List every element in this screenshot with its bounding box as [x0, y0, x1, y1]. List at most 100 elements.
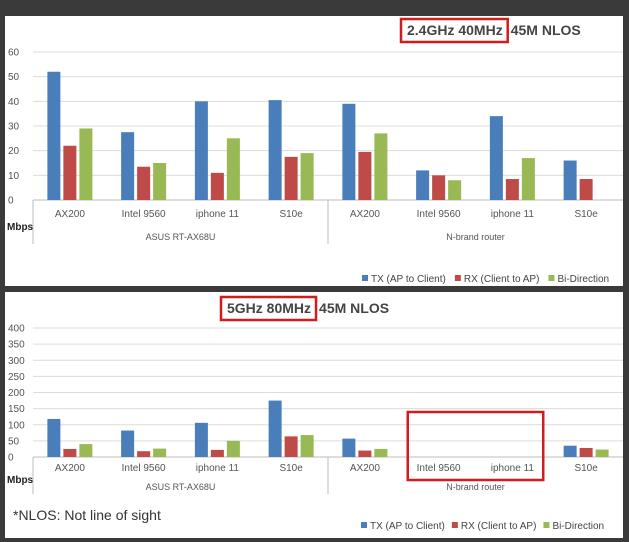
category-label: S10e: [574, 209, 598, 220]
bar-rx: [63, 448, 77, 457]
bar-rx: [358, 450, 372, 457]
category-label: S10e: [574, 463, 598, 474]
bar-bidi: [521, 158, 535, 200]
bar-tx: [563, 160, 577, 200]
chart-panel-5ghz: 5GHz 80MHz 45M NLOS 0 50 100 150 200 250 300 350 4…: [5, 292, 623, 538]
bar-rx: [505, 179, 519, 200]
category-label: AX200: [55, 463, 85, 474]
bar-bidi: [595, 449, 609, 457]
footnote: *NLOS: Not line of sight: [13, 507, 161, 523]
bar-rx: [579, 447, 593, 457]
bar-rx: [210, 172, 224, 200]
bar-rx: [579, 179, 593, 200]
legend-label-rx: RX (Client to AP): [461, 521, 537, 532]
category-label: iphone 11: [491, 209, 535, 220]
bar-bidi: [448, 180, 462, 200]
y-tick-label: 60: [8, 48, 20, 59]
bar-tx: [47, 71, 61, 200]
bar-tx: [268, 100, 282, 200]
bar-tx: [121, 430, 135, 457]
y-tick-label: 300: [8, 356, 25, 367]
bar-bidi: [79, 444, 93, 457]
category-label: AX200: [55, 209, 85, 220]
bar-bidi: [374, 133, 388, 200]
bar-tx: [416, 170, 430, 200]
bar-bidi: [79, 128, 93, 200]
category-label: Intel 9560: [417, 463, 461, 474]
legend-label-rx: RX (Client to AP): [464, 274, 540, 285]
bar-rx: [284, 156, 298, 200]
y-tick-label: 30: [8, 122, 20, 133]
category-label: Intel 9560: [417, 209, 461, 220]
y-tick-label: 0: [8, 453, 14, 464]
bar-tx: [121, 132, 135, 200]
bar-rx: [63, 145, 77, 200]
category-label: S10e: [279, 463, 303, 474]
y-tick-label: 100: [8, 420, 25, 431]
title-highlight-box: [399, 17, 509, 44]
category-label: Intel 9560: [122, 463, 166, 474]
y-tick-label: 50: [8, 72, 20, 83]
bar-tx: [47, 418, 61, 457]
group-label: ASUS RT-AX68U: [146, 482, 216, 492]
chart-title-highlight: 5GHz 80MHz: [227, 300, 311, 316]
bar-bidi: [226, 440, 240, 457]
legend-label-bidi: Bi-Direction: [557, 274, 609, 285]
legend-swatch-bidi: [543, 522, 550, 528]
bar-tx: [342, 438, 356, 457]
chart-title-highlight: 2.4GHz 40MHz: [407, 22, 503, 38]
bar-bidi: [300, 153, 314, 200]
y-tick-label: 0: [8, 196, 14, 207]
bar-tx: [489, 116, 503, 200]
legend-label-tx: TX (AP to Client): [371, 274, 446, 285]
category-label: S10e: [279, 209, 303, 220]
bar-rx: [210, 449, 224, 457]
bar-tx: [563, 445, 577, 457]
chart-title-rest: 45M NLOS: [511, 22, 581, 38]
no-data-highlight-box: [406, 410, 545, 482]
y-tick-label: 40: [8, 97, 20, 108]
legend-swatch-tx: [361, 522, 367, 528]
legend-label-tx: TX (AP to Client): [370, 521, 445, 532]
bar-bidi: [300, 435, 314, 457]
legend-swatch-tx: [362, 275, 368, 281]
y-tick-label: 250: [8, 372, 25, 383]
chart-title-rest: 45M NLOS: [319, 300, 389, 316]
y-tick-label: 200: [8, 388, 25, 399]
y-tick-label: 150: [8, 404, 25, 415]
bar-tx: [342, 103, 356, 200]
category-label: iphone 11: [196, 463, 240, 474]
bar-bidi: [374, 448, 388, 457]
bar-tx: [194, 101, 208, 200]
bar-rx: [432, 175, 446, 200]
legend-swatch-rx: [454, 275, 461, 281]
bar-rx: [284, 436, 298, 457]
y-tick-label: 50: [8, 436, 20, 447]
group-label: N-brand router: [446, 482, 505, 492]
title-highlight-box: [219, 295, 318, 322]
y-tick-label: 10: [8, 171, 20, 182]
y-axis-label: Mbps: [7, 475, 34, 486]
group-label: N-brand router: [446, 232, 505, 242]
y-axis-label: Mbps: [7, 222, 34, 233]
bar-rx: [137, 166, 151, 200]
legend-label-bidi: Bi-Direction: [552, 521, 604, 532]
chart-5ghz: 5GHz 80MHz 45M NLOS 0 50 100 150 200 250 300 350 4…: [7, 295, 623, 532]
y-tick-label: 400: [8, 324, 25, 335]
bar-tx: [194, 422, 208, 457]
chart-panel-2-4ghz: 2.4GHz 40MHz 45M NLOS 0 10 20 30 40 50 60 AX200 In…: [5, 16, 623, 286]
bar-bidi: [226, 138, 240, 200]
bar-rx: [137, 451, 151, 457]
bar-tx: [268, 400, 282, 457]
category-label: iphone 11: [491, 463, 535, 474]
chart-2-4ghz: 2.4GHz 40MHz 45M NLOS 0 10 20 30 40 50 60 AX200 In…: [7, 17, 623, 285]
legend-swatch-bidi: [548, 275, 555, 281]
bar-bidi: [153, 448, 167, 457]
category-label: AX200: [350, 463, 380, 474]
y-tick-label: 350: [8, 340, 25, 351]
y-tick-label: 20: [8, 146, 20, 157]
category-label: iphone 11: [196, 209, 240, 220]
group-label: ASUS RT-AX68U: [146, 232, 216, 242]
bar-bidi: [153, 163, 167, 200]
bar-rx: [358, 151, 372, 200]
